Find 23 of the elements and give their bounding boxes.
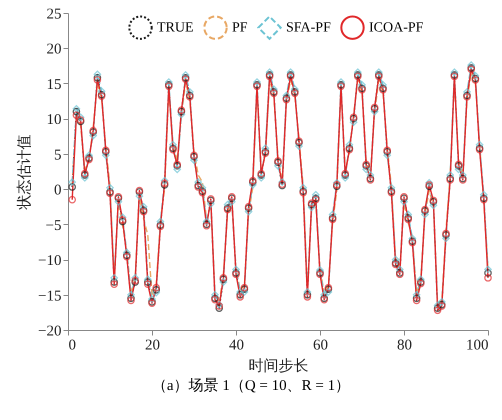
x-tick-label: 20 bbox=[145, 338, 160, 354]
x-tick-label: 40 bbox=[229, 338, 244, 354]
legend-label: ICOA-PF bbox=[369, 20, 424, 36]
x-tick-label: 0 bbox=[68, 338, 76, 354]
y-tick-label: 10 bbox=[46, 112, 62, 128]
y-tick-label: −5 bbox=[46, 218, 62, 234]
y-tick-label: −20 bbox=[38, 324, 62, 340]
y-tick-label: 5 bbox=[54, 147, 62, 164]
y-tick-label: 0 bbox=[54, 182, 62, 199]
x-axis-title: 时间步长 bbox=[248, 358, 308, 374]
y-tick-label: 25 bbox=[46, 6, 62, 22]
y-tick-label: −15 bbox=[38, 288, 62, 304]
legend-label: SFA-PF bbox=[286, 20, 332, 36]
y-tick-label: 20 bbox=[46, 42, 62, 58]
y-axis-title: 状态估计值 bbox=[16, 134, 34, 210]
y-tick-label: −10 bbox=[38, 253, 62, 270]
legend-label: TRUE bbox=[157, 20, 194, 36]
y-tick-label: 15 bbox=[46, 76, 62, 93]
x-tick-label: 100 bbox=[466, 338, 488, 354]
x-tick-label: 60 bbox=[313, 338, 328, 354]
text: （a）场景 1（Q = 10、R = 1） bbox=[150, 376, 352, 395]
legend-label: PF bbox=[232, 20, 248, 36]
x-tick-label: 80 bbox=[397, 338, 412, 354]
